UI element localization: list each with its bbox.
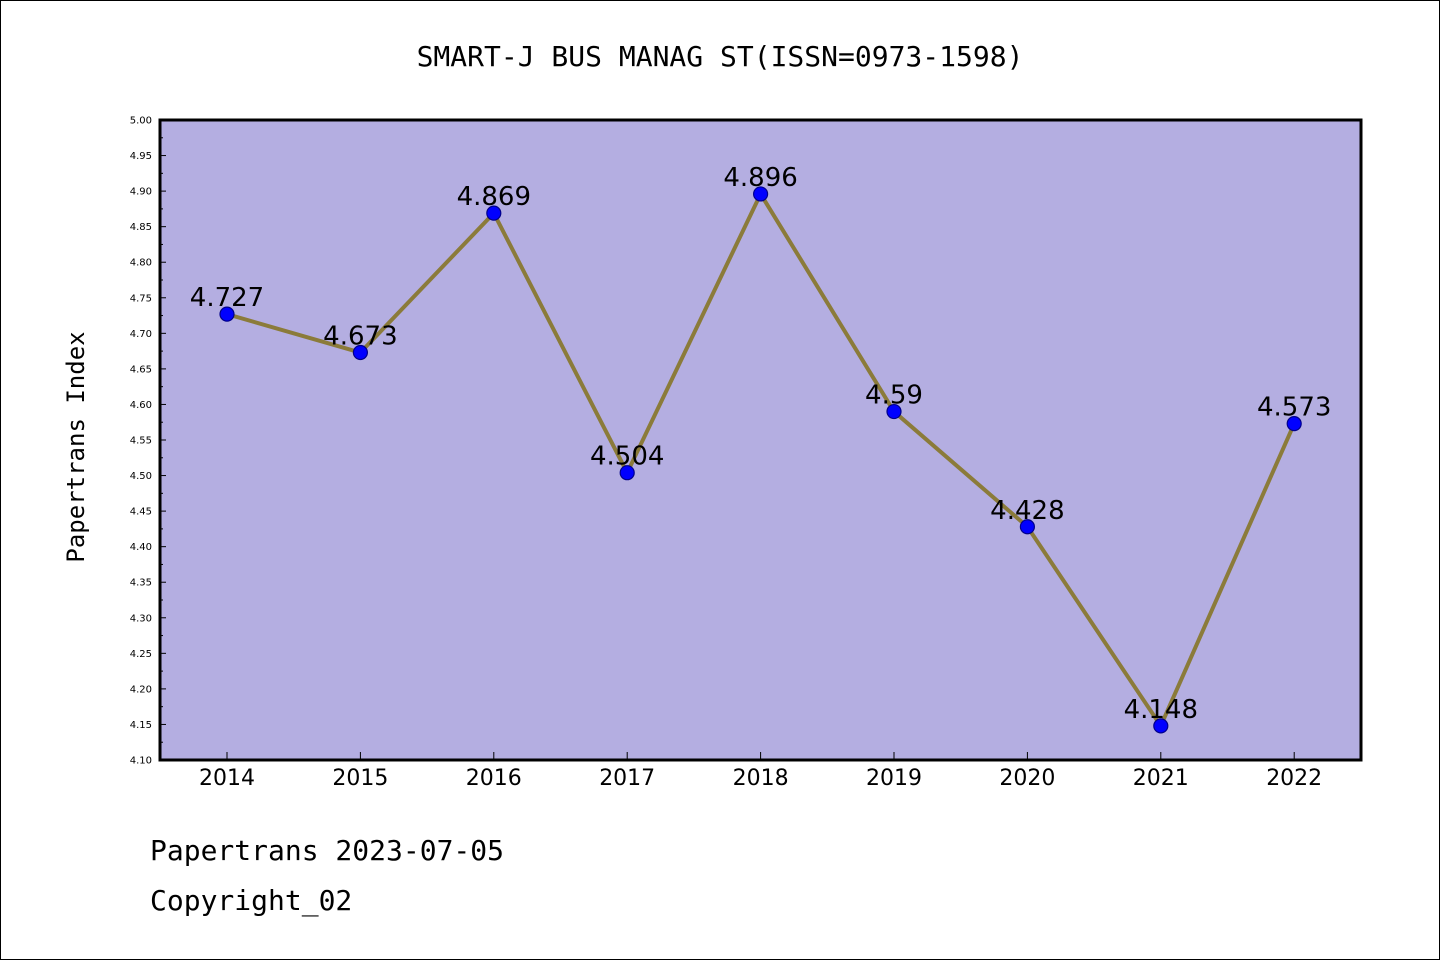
plot-area — [160, 120, 1361, 760]
y-tick-label: 4.80 — [130, 258, 152, 269]
data-point — [1019, 519, 1036, 535]
data-point — [352, 344, 368, 361]
data-point — [752, 186, 769, 202]
data-point — [1286, 416, 1302, 432]
y-tick-label: 4.50 — [130, 471, 152, 482]
x-tick-label: 2019 — [866, 766, 922, 791]
data-label: 4.896 — [723, 163, 797, 193]
y-axis-label: Papertrans Index — [62, 331, 90, 562]
data-point — [219, 306, 235, 322]
y-tick-label: 4.95 — [130, 151, 152, 162]
x-tick-label: 2016 — [466, 766, 522, 791]
y-axis-ticks: 4.10 4.15 4.20 4.25 4.30 4.35 4.40 4.45 4.50 4.55… — [130, 116, 166, 767]
y-tick-label: 4.15 — [130, 720, 152, 731]
y-tick-label: 4.85 — [130, 222, 152, 233]
y-tick-label: 4.40 — [130, 542, 152, 553]
x-tick-label: 2017 — [599, 766, 655, 791]
series-markers — [219, 186, 1302, 734]
x-tick-label: 2021 — [1133, 766, 1189, 791]
data-label: 4.59 — [865, 381, 923, 411]
footer-copyright: Copyright_02 — [150, 884, 353, 917]
y-tick-label: 4.25 — [130, 649, 152, 660]
x-tick-label: 2014 — [199, 766, 255, 791]
data-label: 4.428 — [990, 496, 1064, 526]
y-tick-label: 5.00 — [130, 116, 152, 127]
data-label: 4.727 — [190, 283, 264, 313]
y-tick-label: 4.10 — [130, 756, 152, 767]
data-label: 4.148 — [1124, 695, 1198, 725]
y-tick-label: 4.65 — [130, 364, 152, 375]
x-axis-ticks: 2014 2015 2016 2017 2018 2019 2020 2021 2022 — [199, 752, 1322, 791]
plot-border — [158, 118, 1363, 762]
data-label: 4.504 — [590, 442, 664, 472]
y-tick-label: 4.90 — [130, 187, 152, 198]
footer-date: Papertrans 2023-07-05 — [150, 834, 505, 867]
x-tick-label: 2020 — [999, 766, 1055, 791]
y-tick-label: 4.30 — [130, 613, 152, 624]
data-point — [619, 465, 635, 481]
y-tick-label: 4.70 — [130, 329, 152, 340]
x-tick-label: 2015 — [332, 766, 388, 791]
x-tick-label: 2022 — [1266, 766, 1322, 791]
data-label: 4.869 — [457, 182, 531, 212]
y-tick-label: 4.45 — [130, 507, 152, 518]
data-labels: 4.727 4.673 4.869 4.504 4.896 4.59 4.428 4.148 4… — [190, 163, 1332, 725]
data-point — [886, 403, 902, 420]
y-tick-label: 4.60 — [130, 400, 152, 411]
chart-title: SMART-J BUS MANAG ST(ISSN=0973-1598) — [417, 40, 1024, 73]
data-point — [1153, 718, 1169, 734]
data-label: 4.573 — [1257, 393, 1331, 423]
x-tick-label: 2018 — [733, 766, 789, 791]
y-tick-label: 4.55 — [130, 436, 152, 447]
y-tick-label: 4.75 — [130, 293, 152, 304]
data-label: 4.673 — [323, 322, 397, 352]
data-point — [486, 205, 502, 221]
y-tick-label: 4.20 — [130, 684, 152, 695]
y-tick-label: 4.35 — [130, 578, 152, 589]
